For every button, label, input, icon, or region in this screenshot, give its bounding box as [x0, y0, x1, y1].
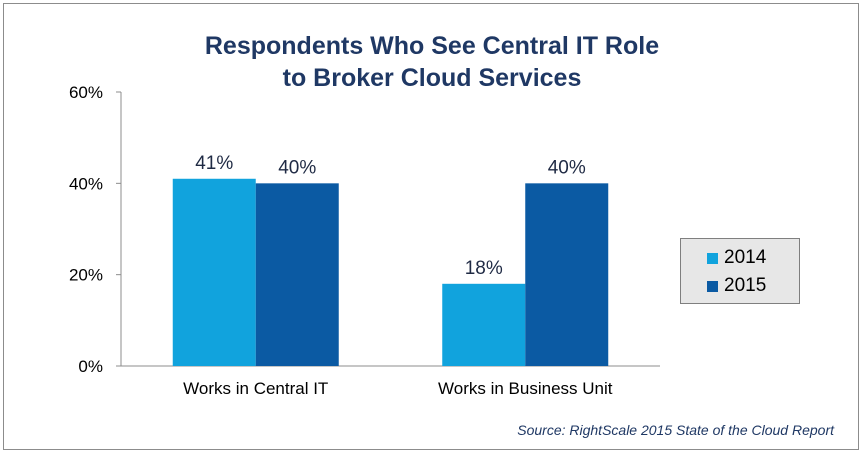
chart-title-line-2: to Broker Cloud Services [282, 64, 582, 92]
legend: 2014 2015 [680, 238, 800, 304]
data-label: 18% [465, 258, 503, 279]
y-tick-label: 60% [69, 83, 103, 102]
legend-label-2015: 2015 [724, 275, 767, 296]
chart-title-line-1: Respondents Who See Central IT Role [204, 32, 660, 60]
data-label: 41% [195, 153, 233, 174]
x-category-label: Works in Business Unit [438, 379, 613, 398]
bar [255, 183, 339, 366]
legend-item-2014: 2014 [707, 247, 766, 269]
bar [525, 183, 609, 366]
y-tick-label: 20% [69, 266, 103, 285]
legend-item-2015: 2015 [707, 275, 766, 297]
legend-swatch-2014 [707, 252, 718, 264]
bar [442, 283, 526, 366]
chart-frame [3, 3, 859, 450]
legend-label-2014: 2014 [724, 247, 767, 268]
data-label: 40% [548, 157, 586, 178]
data-label: 40% [278, 157, 316, 178]
y-tick-label: 0% [78, 357, 103, 376]
chart-title: Respondents Who See Central IT Role to B… [0, 30, 864, 94]
source-note: Source: RightScale 2015 State of the Clo… [517, 422, 834, 438]
bar [172, 178, 256, 366]
y-tick-label: 40% [69, 174, 103, 193]
x-category-label: Works in Central IT [183, 379, 328, 398]
legend-swatch-2015 [707, 280, 718, 292]
